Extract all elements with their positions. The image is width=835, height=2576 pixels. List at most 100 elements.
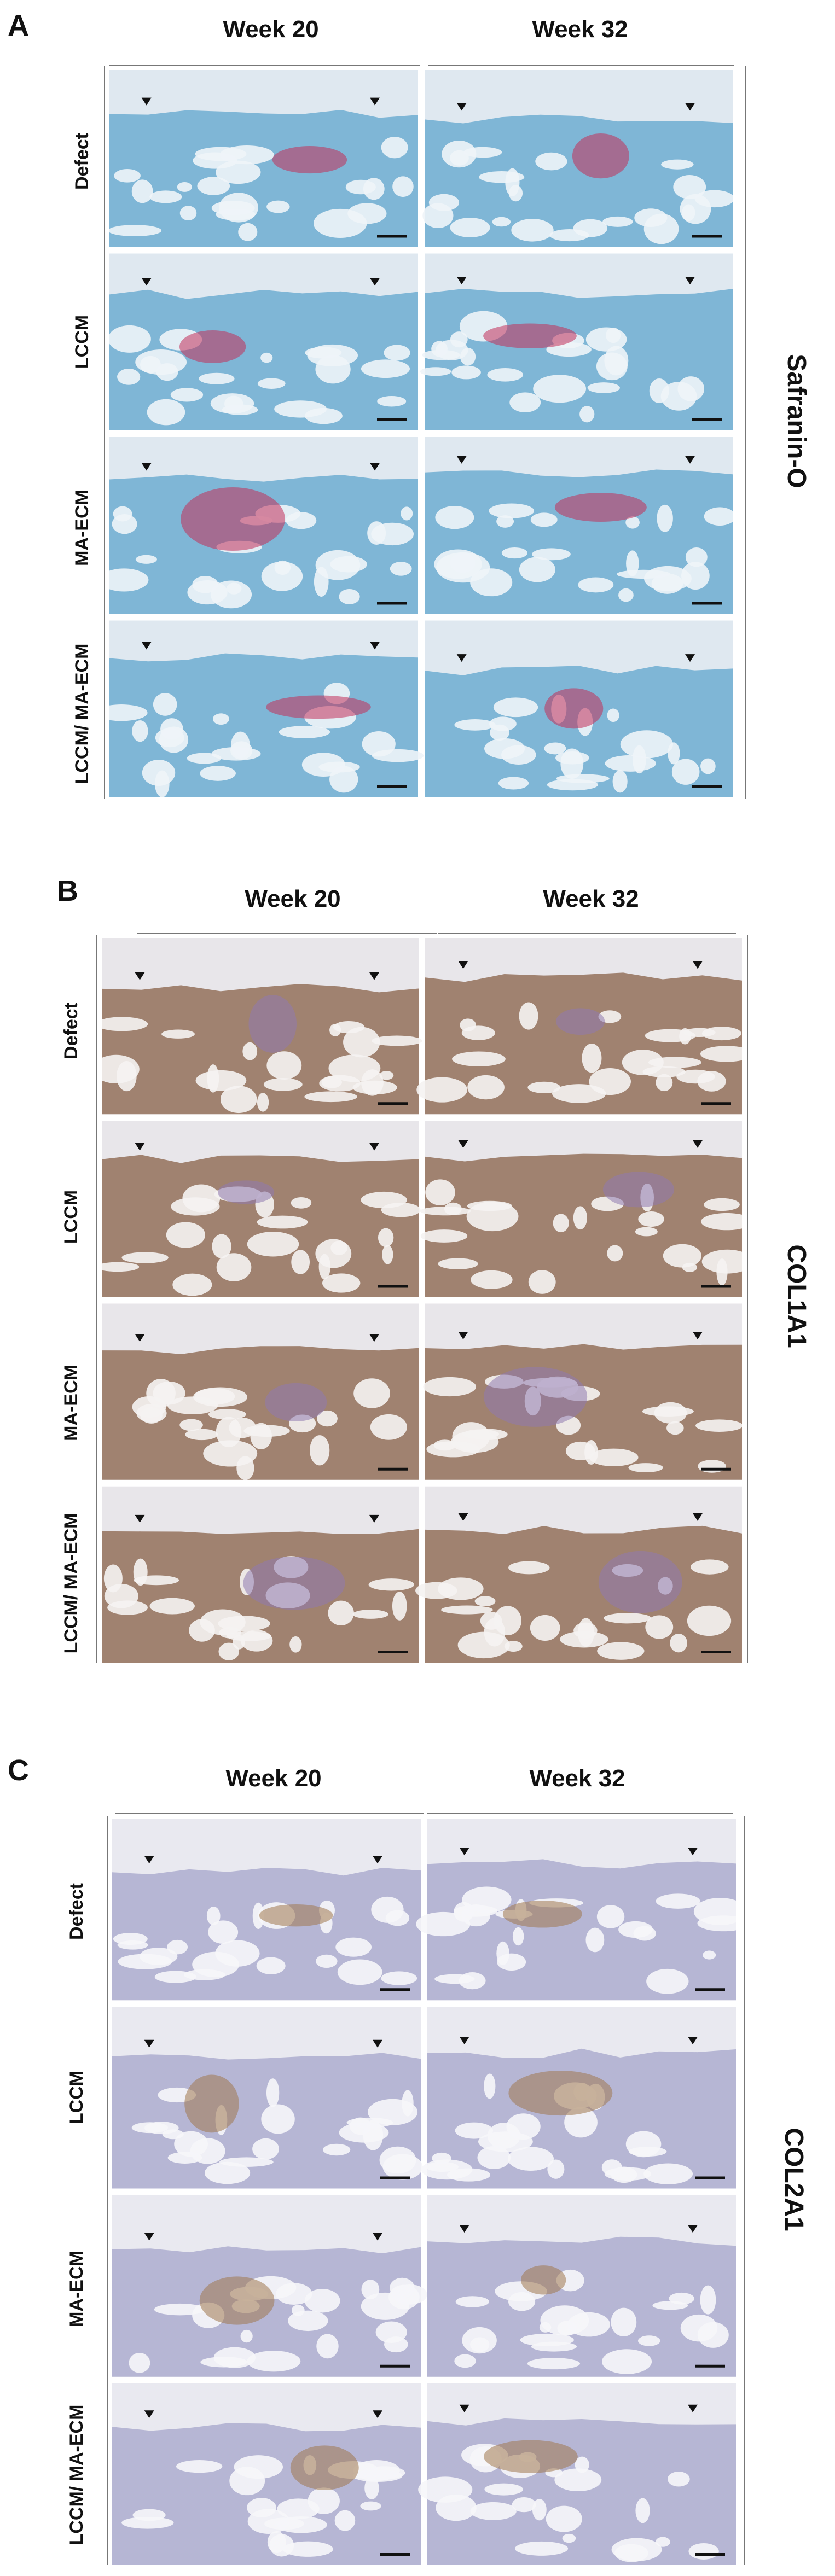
right-bracket — [747, 935, 748, 1663]
arrowhead-marker — [135, 1514, 145, 1523]
left-bracket — [96, 935, 97, 1663]
header-rule — [427, 1813, 733, 1814]
row-label-defect: Defect — [72, 133, 92, 190]
micrograph-image — [112, 1819, 421, 2001]
arrowhead-marker — [369, 1334, 379, 1342]
scale-bar — [695, 1988, 725, 1991]
micrograph-image — [418, 2383, 736, 2565]
scale-bar — [692, 418, 722, 421]
column-header-week32: Week 32 — [532, 16, 628, 43]
arrowhead-marker — [456, 456, 467, 464]
image-grid — [112, 1819, 736, 2565]
micrograph-image — [109, 253, 418, 430]
header-rule — [109, 65, 420, 66]
header-rule — [137, 933, 437, 934]
right-bracket — [744, 1816, 745, 2565]
column-header-week20: Week 20 — [245, 885, 341, 912]
scale-bar — [377, 418, 407, 421]
arrowhead-marker — [135, 972, 145, 980]
arrowhead-marker — [370, 278, 380, 286]
scale-bar — [692, 235, 722, 238]
micrograph-image — [425, 620, 733, 797]
left-bracket — [104, 66, 105, 799]
micrograph-image — [420, 1121, 742, 1297]
column-header-week20: Week 20 — [223, 16, 319, 43]
stain-label: COL1A1 — [782, 1244, 811, 1348]
micrograph-grid — [112, 1819, 736, 2565]
micrograph-image — [109, 70, 418, 247]
arrowhead-marker — [141, 97, 152, 106]
arrowhead-marker — [459, 2037, 469, 2045]
scale-bar — [380, 2364, 410, 2368]
right-bracket — [745, 66, 746, 799]
row-label-defect: Defect — [66, 1883, 87, 1940]
column-header-week32: Week 32 — [543, 885, 639, 912]
micrograph-image — [102, 1303, 419, 1481]
panel-b: B Week 20 Week 32 Defect LCCM MA-ECM LCC… — [0, 864, 835, 1685]
arrowhead-marker — [373, 2233, 383, 2241]
header-rule — [115, 1813, 424, 1814]
arrowhead-marker — [144, 2039, 154, 2048]
row-label-ma-ecm: MA-ECM — [66, 2251, 87, 2327]
micrograph-image — [109, 620, 424, 797]
micrograph-grid — [102, 938, 742, 1663]
arrowhead-marker — [144, 2410, 154, 2418]
scale-bar — [701, 1651, 731, 1653]
arrowhead-marker — [458, 1513, 468, 1521]
arrowhead-marker — [458, 1140, 468, 1148]
scale-bar — [701, 1102, 731, 1105]
micrograph-image — [112, 2007, 423, 2189]
arrowhead-marker — [456, 103, 467, 111]
arrowhead-marker — [685, 103, 695, 111]
arrowhead-marker — [456, 277, 467, 285]
scale-bar — [378, 1285, 408, 1288]
arrowhead-marker — [369, 1143, 379, 1151]
arrowhead-marker — [685, 654, 695, 662]
arrowhead-marker — [370, 463, 380, 471]
row-label-lccm: LCCM — [72, 314, 92, 369]
row-label-lccm-ma-ecm: LCCM/ MA-ECM — [66, 2404, 87, 2545]
stain-label: Safranin-O — [782, 354, 811, 488]
micrograph-image — [421, 2007, 736, 2189]
scale-bar — [695, 2364, 725, 2368]
arrowhead-marker — [370, 97, 380, 106]
micrograph-image — [425, 437, 733, 614]
micrograph-image — [109, 437, 418, 614]
scale-bar — [695, 2553, 725, 2556]
scale-bar — [380, 1988, 410, 1991]
scale-bar — [378, 1651, 408, 1653]
arrowhead-marker — [135, 1334, 145, 1342]
arrowhead-marker — [688, 2404, 698, 2412]
panel-letter: B — [57, 875, 78, 907]
row-label-defect: Defect — [61, 1003, 82, 1059]
scale-bar — [377, 785, 407, 788]
arrowhead-marker — [692, 961, 703, 969]
arrowhead-marker — [373, 1856, 383, 1864]
arrowhead-marker — [685, 456, 695, 464]
stain-label: COL2A1 — [779, 2128, 808, 2231]
arrowhead-marker — [692, 1513, 703, 1521]
arrowhead-marker — [685, 277, 695, 285]
arrowhead-marker — [692, 1140, 703, 1148]
arrowhead-marker — [459, 1848, 469, 1856]
micrograph-image — [422, 70, 733, 247]
scale-bar — [377, 235, 407, 238]
image-grid — [109, 70, 733, 797]
arrowhead-marker — [459, 2404, 469, 2412]
scale-bar — [380, 2176, 410, 2179]
scale-bar — [695, 2176, 725, 2179]
micrograph-grid — [109, 70, 733, 797]
arrowhead-marker — [144, 2233, 154, 2241]
micrograph-image — [102, 938, 422, 1115]
arrowhead-marker — [144, 1856, 154, 1864]
arrowhead-marker — [459, 2225, 469, 2233]
header-rule — [428, 65, 734, 66]
scale-bar — [378, 1467, 408, 1471]
arrowhead-marker — [135, 1143, 145, 1151]
micrograph-image — [423, 1303, 742, 1480]
arrowhead-marker — [141, 463, 152, 471]
image-grid — [102, 938, 742, 1663]
arrowhead-marker — [458, 961, 468, 969]
scale-bar — [377, 602, 407, 605]
scale-bar — [701, 1285, 731, 1288]
